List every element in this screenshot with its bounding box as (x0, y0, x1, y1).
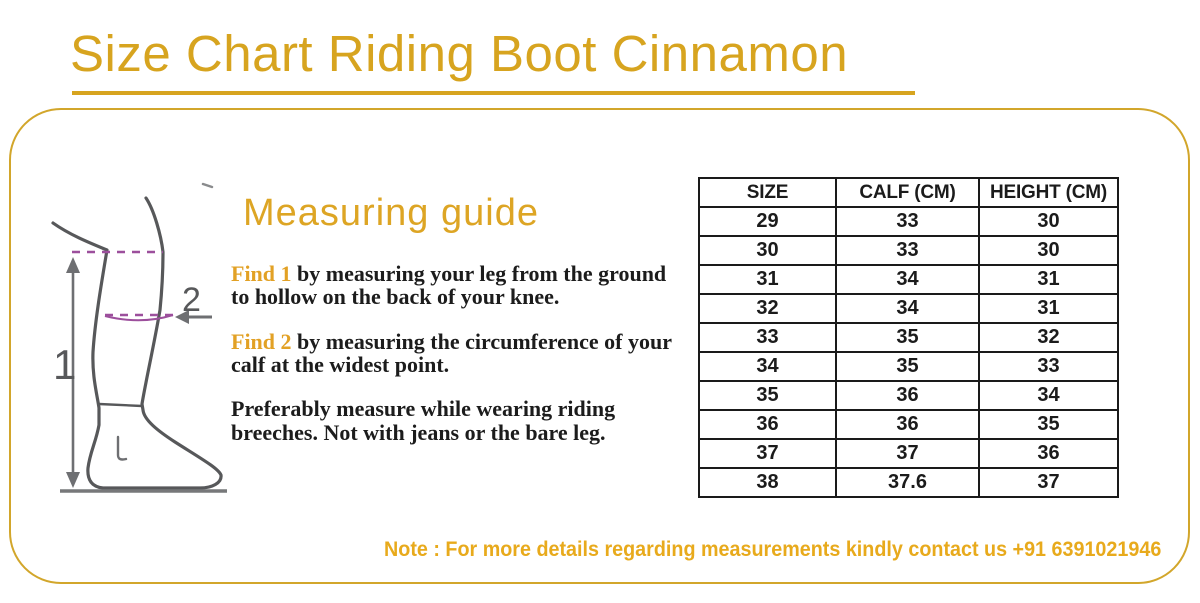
table-cell: 38 (698, 467, 837, 498)
measuring-guide-heading: Measuring guide (243, 192, 539, 234)
height-arrow-head-up (66, 257, 80, 273)
table-cell: 33 (835, 235, 980, 266)
table-cell: 35 (835, 351, 980, 382)
table-row: 36 36 35 (698, 409, 1119, 440)
guide-paragraphs: Find 1 by measuring your leg from the gr… (231, 262, 689, 465)
calf-arrow-head (175, 310, 189, 324)
table-cell: 36 (835, 409, 980, 440)
table-cell: 35 (835, 322, 980, 353)
table-cell: 30 (978, 206, 1119, 237)
table-cell: 34 (698, 351, 837, 382)
table-row: 30 33 30 (698, 235, 1119, 266)
guide-paragraph: Find 2 by measuring the circumference of… (231, 328, 672, 377)
col-header-height: HEIGHT (CM) (978, 177, 1119, 208)
table-cell: 37.6 (835, 467, 980, 498)
size-table: SIZE CALF (CM) HEIGHT (CM) 29 33 30 30 33 30 3… (698, 177, 1119, 498)
calf-label-2: 2 (182, 281, 201, 319)
table-row: 33 35 32 (698, 322, 1119, 353)
table-row: 38 37.6 37 (698, 467, 1119, 498)
table-cell: 37 (698, 438, 837, 469)
table-cell: 32 (978, 322, 1119, 353)
table-cell: 30 (698, 235, 837, 266)
table-cell: 31 (978, 293, 1119, 324)
ankle-mark (116, 435, 128, 461)
table-cell: 32 (698, 293, 837, 324)
table-header-row: SIZE CALF (CM) HEIGHT (CM) (698, 177, 1119, 208)
content-frame (9, 108, 1190, 584)
table-row: 34 35 33 (698, 351, 1119, 382)
table-cell: 31 (978, 264, 1119, 295)
table-cell: 36 (698, 409, 837, 440)
diagram-tick-mark (201, 182, 214, 189)
table-cell: 35 (978, 409, 1119, 440)
table-row: 35 36 34 (698, 380, 1119, 411)
table-cell: 34 (835, 264, 980, 295)
find-label: Find 2 (231, 328, 292, 354)
table-row: 29 33 30 (698, 206, 1119, 237)
table-row: 32 34 31 (698, 293, 1119, 324)
guide-paragraph: Preferably measure while wearing riding … (231, 396, 616, 445)
height-arrow-head-down (66, 472, 80, 488)
contact-note: Note : For more details regarding measur… (384, 538, 1162, 561)
calf-girth-arc (104, 314, 174, 322)
sock-line (97, 402, 144, 408)
table-cell: 33 (835, 206, 980, 237)
table-cell: 33 (698, 322, 837, 353)
table-cell: 30 (978, 235, 1119, 266)
height-label-1: 1 (53, 341, 76, 388)
col-header-size: SIZE (698, 177, 837, 208)
table-cell: 36 (835, 380, 980, 411)
table-cell: 36 (978, 438, 1119, 469)
col-header-calf: CALF (CM) (835, 177, 980, 208)
title-underline (72, 91, 915, 95)
table-cell: 34 (978, 380, 1119, 411)
find-label: Find 1 (231, 261, 292, 286)
table-cell: 33 (978, 351, 1119, 382)
table-row: 37 37 36 (698, 438, 1119, 469)
leg-measurement-diagram: 1 2 (51, 182, 227, 493)
leg-outline (51, 196, 223, 490)
table-cell: 31 (698, 264, 837, 295)
table-row: 31 34 31 (698, 264, 1119, 295)
table-cell: 29 (698, 206, 837, 237)
table-cell: 35 (698, 380, 837, 411)
table-cell: 34 (835, 293, 980, 324)
page-title: Size Chart Riding Boot Cinnamon (70, 25, 849, 82)
guide-paragraph: Find 1 by measuring your leg from the gr… (231, 261, 667, 310)
table-cell: 37 (835, 438, 980, 469)
table-cell: 37 (978, 467, 1119, 498)
